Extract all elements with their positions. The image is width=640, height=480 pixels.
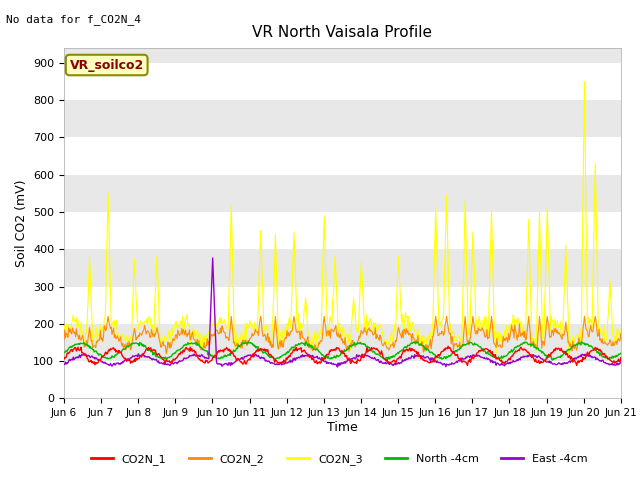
Bar (64, 212, 621, 249)
Bar (64, 100, 621, 137)
Title: VR North Vaisala Profile: VR North Vaisala Profile (252, 25, 433, 40)
Y-axis label: Soil CO2 (mV): Soil CO2 (mV) (15, 180, 28, 267)
Bar (64, 48, 621, 63)
Text: VR_soilco2: VR_soilco2 (70, 59, 144, 72)
Bar (64, 175, 621, 212)
Bar (64, 324, 621, 361)
Legend: CO2N_1, CO2N_2, CO2N_3, North -4cm, East -4cm: CO2N_1, CO2N_2, CO2N_3, North -4cm, East… (86, 450, 592, 469)
Bar (64, 137, 621, 175)
Bar (64, 249, 621, 287)
Bar (64, 361, 621, 398)
Text: No data for f_CO2N_4: No data for f_CO2N_4 (6, 14, 141, 25)
Bar (64, 63, 621, 100)
Bar (64, 287, 621, 324)
X-axis label: Time: Time (327, 421, 358, 434)
